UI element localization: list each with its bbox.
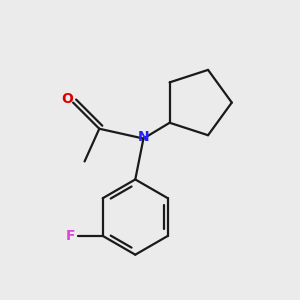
Text: N: N [138,130,149,144]
Text: F: F [66,229,76,243]
Text: O: O [61,92,73,106]
